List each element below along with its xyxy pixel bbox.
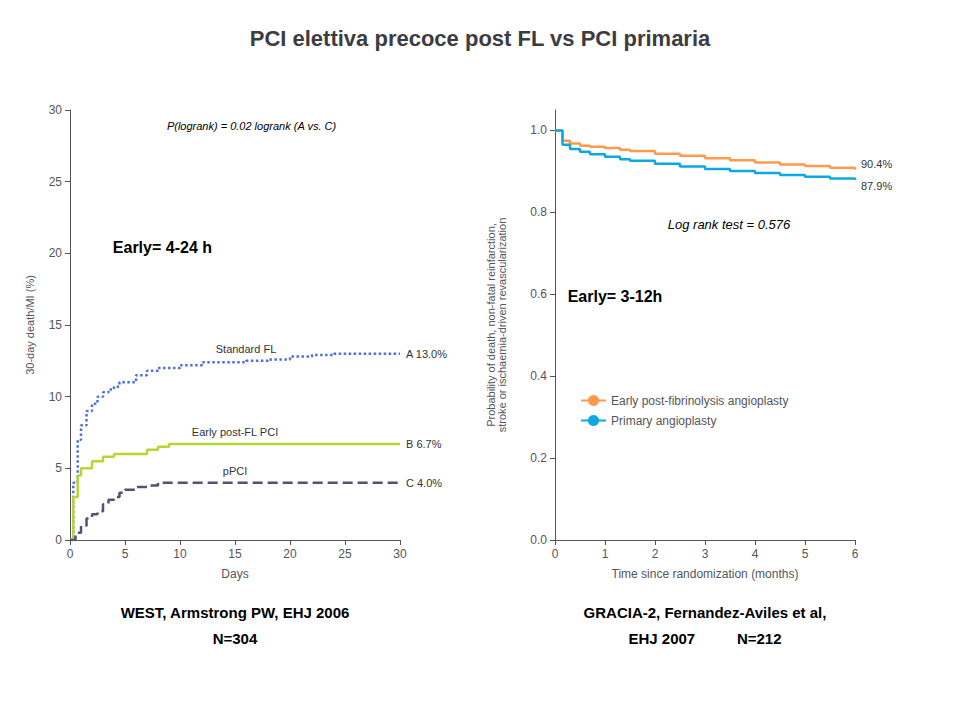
svg-text:15: 15 (228, 547, 242, 561)
svg-text:Early post-fibrinolysis angiop: Early post-fibrinolysis angioplasty (611, 394, 788, 408)
svg-text:87.9%: 87.9% (861, 180, 892, 192)
svg-text:25: 25 (49, 175, 63, 189)
svg-text:Early= 4-24 h: Early= 4-24 h (113, 239, 212, 256)
svg-text:0: 0 (67, 547, 74, 561)
svg-text:B 6.7%: B 6.7% (406, 438, 442, 450)
svg-text:Early= 3-12h: Early= 3-12h (568, 288, 663, 305)
svg-text:30: 30 (49, 103, 63, 117)
svg-text:5: 5 (802, 547, 809, 561)
svg-text:6: 6 (852, 547, 859, 561)
svg-text:20: 20 (283, 547, 297, 561)
svg-text:0.6: 0.6 (530, 287, 547, 301)
svg-text:0: 0 (552, 547, 559, 561)
svg-text:25: 25 (338, 547, 352, 561)
svg-text:Time since randomization (mont: Time since randomization (months) (612, 567, 799, 581)
svg-text:0.0: 0.0 (530, 533, 547, 547)
svg-text:GRACIA-2, Fernandez-Aviles et: GRACIA-2, Fernandez-Aviles et al, (584, 604, 827, 621)
svg-text:EHJ 2007 N=212: EHJ 2007 N=212 (628, 630, 781, 647)
svg-text:0: 0 (55, 533, 62, 547)
svg-text:30-day death/MI (%): 30-day death/MI (%) (24, 275, 36, 375)
svg-text:3: 3 (702, 547, 709, 561)
svg-text:4: 4 (752, 547, 759, 561)
svg-text:Standard FL: Standard FL (216, 343, 277, 355)
svg-text:Early post-FL PCI: Early post-FL PCI (192, 426, 278, 438)
svg-text:5: 5 (122, 547, 129, 561)
svg-text:1.0: 1.0 (530, 123, 547, 137)
svg-text:90.4%: 90.4% (861, 158, 892, 170)
svg-text:A 13.0%: A 13.0% (406, 348, 447, 360)
svg-text:Probability of death, non-fata: Probability of death, non-fatal reinfarc… (484, 223, 497, 427)
svg-text:10: 10 (49, 390, 63, 404)
svg-text:10: 10 (173, 547, 187, 561)
svg-text:0.4: 0.4 (530, 369, 547, 383)
svg-text:5: 5 (55, 461, 62, 475)
svg-text:Days: Days (221, 567, 248, 581)
svg-text:1: 1 (602, 547, 609, 561)
svg-text:C 4.0%: C 4.0% (406, 477, 442, 489)
svg-text:30: 30 (393, 547, 407, 561)
svg-text:Primary angioplasty: Primary angioplasty (611, 414, 716, 428)
svg-text:Log rank test = 0.576: Log rank test = 0.576 (668, 217, 791, 232)
svg-text:pPCI: pPCI (223, 465, 247, 477)
svg-text:N=304: N=304 (213, 630, 258, 647)
svg-text:stroke or ischaemia-driven rev: stroke or ischaemia-driven revasculariza… (496, 218, 508, 433)
svg-text:PCI elettiva precoce post FL v: PCI elettiva precoce post FL vs PCI prim… (250, 26, 711, 51)
svg-text:20: 20 (49, 246, 63, 260)
svg-text:15: 15 (49, 318, 63, 332)
svg-text:WEST, Armstrong PW, EHJ 2006: WEST, Armstrong PW, EHJ 2006 (121, 604, 350, 621)
svg-text:2: 2 (652, 547, 659, 561)
svg-text:0.2: 0.2 (530, 451, 547, 465)
svg-text:0.8: 0.8 (530, 205, 547, 219)
svg-text:P(logrank) = 0.02 logrank (A v: P(logrank) = 0.02 logrank (A vs. C) (167, 120, 337, 132)
